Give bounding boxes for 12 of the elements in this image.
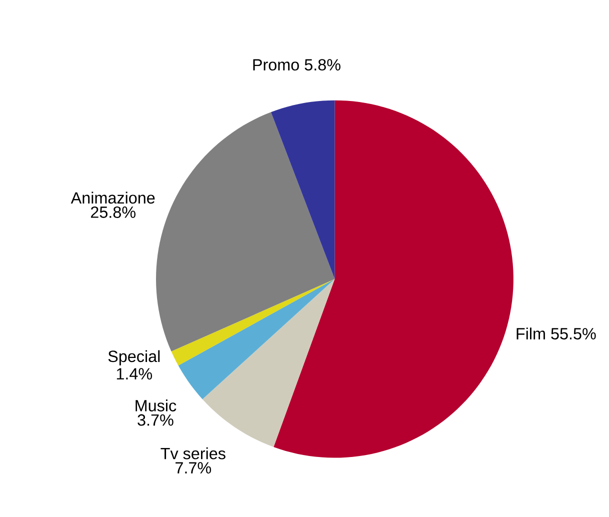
slice-label: Animazione — [70, 192, 155, 204]
data-label: 7.7% — [176, 462, 212, 474]
slice-label: Music — [136, 400, 176, 412]
data-label: 1.4% — [116, 368, 152, 380]
data-label: 55.5% — [551, 328, 596, 340]
slice-label: Special — [108, 350, 160, 366]
data-label: 25.8% — [90, 206, 136, 218]
slice-label: Tv series — [160, 447, 226, 460]
slice-label: Film — [516, 328, 545, 340]
data-label: 5.8% — [304, 59, 340, 71]
slice-label: Promo — [253, 59, 299, 71]
data-label: 3.7% — [138, 414, 174, 426]
